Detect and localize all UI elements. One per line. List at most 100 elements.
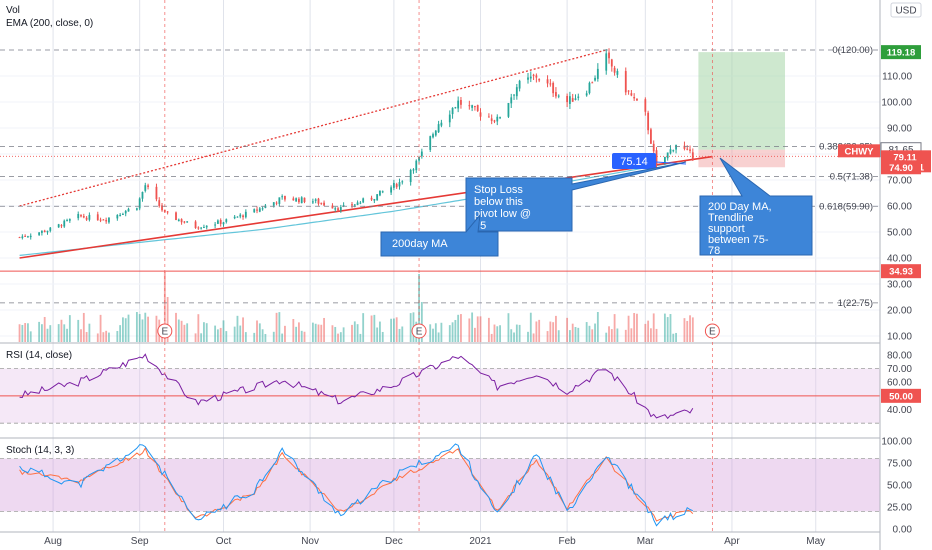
callout-stop-loss[interactable]: Stop Loss below this pivot low @ 75 (465, 161, 687, 232)
callout-ma200-text: 200day MA (392, 238, 448, 250)
candle-body (468, 105, 471, 107)
candle-body (401, 181, 404, 183)
volume-bar (108, 332, 110, 342)
candle-body (68, 219, 71, 221)
volume-bar (440, 322, 443, 342)
volume-bar (650, 328, 652, 342)
candle-body (124, 210, 127, 214)
candle-body (292, 198, 295, 201)
candle-body (102, 219, 105, 221)
volume-bar (138, 314, 141, 342)
volume-bar (242, 317, 244, 342)
earnings-marker-circle (411, 323, 427, 339)
candle-body (538, 79, 541, 81)
candle-body (127, 208, 130, 212)
callout-text-7514: 75.14 (620, 156, 648, 168)
price-tags: 119.1881.65CHWY79.1104:50:4174.9034.9350… (838, 45, 931, 403)
candle-body (390, 187, 393, 193)
candle-body (353, 204, 356, 206)
legend-rsi[interactable]: RSI (14, close) (6, 350, 72, 361)
callout-trendline[interactable]: 200 Day MA, Trendline support between 75… (699, 157, 813, 257)
volume-bar (448, 325, 451, 342)
volume-bar (203, 322, 205, 342)
candle-body (331, 205, 334, 209)
earnings-marker-text: E (161, 327, 168, 338)
legend-stoch[interactable]: Stoch (14, 3, 3) (6, 445, 74, 456)
volume-bar (236, 315, 239, 342)
candle-body (412, 169, 415, 171)
volume-bar (616, 328, 619, 342)
candle-body (432, 134, 434, 138)
candle-body (493, 120, 496, 122)
rsi-axis-tick: 70.00 (887, 364, 912, 375)
candle-body (40, 230, 43, 233)
candle-body (88, 214, 91, 220)
volume-bar (429, 324, 432, 342)
candle-body (85, 217, 88, 220)
volume-bar (177, 319, 180, 342)
volume-bar (605, 332, 608, 342)
volume-bar (40, 324, 43, 342)
candle-body (585, 93, 588, 96)
volume-bar (194, 333, 197, 342)
callout-stop-loss-line-2: below this (474, 196, 523, 208)
currency-badge[interactable] (890, 2, 922, 18)
volume-bar (591, 329, 594, 342)
candle-body (650, 129, 652, 144)
time-axis[interactable]: Aug Sep Oct Nov Dec 2021 Feb Mar Apr May (44, 536, 825, 547)
volume-bar (460, 314, 462, 342)
stoch-k-line (19, 443, 693, 527)
callout-trendline-line-3: support (708, 223, 745, 235)
tag-119-text: 119.18 (887, 48, 916, 59)
candle-body (381, 191, 384, 193)
candle-body (574, 98, 577, 100)
candle-body (24, 235, 27, 237)
time-axis-tick: Aug (44, 536, 62, 547)
callout-ma200[interactable]: 200day MA (380, 213, 499, 257)
candle-body (591, 82, 594, 84)
candle-body (77, 214, 80, 219)
volume-bar (205, 323, 208, 342)
volume-bars (18, 272, 694, 342)
volume-bar (376, 327, 379, 342)
volume-bar (370, 315, 373, 342)
volume-bar (392, 318, 395, 342)
volume-bar (38, 321, 41, 342)
volume-bar (507, 313, 510, 342)
fib-level-label: 0.618(59.90) (819, 201, 873, 212)
callout-price-7514[interactable]: 75.14 (612, 153, 687, 169)
candle-body (21, 236, 24, 239)
candle-body (479, 112, 482, 117)
candle-body (43, 230, 46, 233)
legend-ema[interactable]: EMA (200, close, 0) (6, 18, 93, 29)
candle-body (261, 208, 264, 210)
earnings-marker-circle (704, 323, 720, 339)
volume-bar (66, 328, 68, 342)
volume-bar (102, 332, 105, 342)
tag-3493-text: 34.93 (889, 267, 913, 278)
callout-stop-loss-line-1: Stop Loss (474, 184, 523, 196)
candle-body (672, 150, 675, 152)
candle-body (323, 202, 325, 206)
volume-bar (515, 324, 518, 342)
legend-vol[interactable]: Vol (6, 5, 20, 16)
volume-bar (27, 323, 29, 342)
candle-body (116, 215, 119, 219)
candle-body (630, 93, 633, 96)
candle-body (317, 198, 320, 204)
candle-body (627, 90, 630, 92)
candle-body (437, 124, 440, 133)
volume-bar (219, 327, 222, 342)
candle-body (186, 221, 189, 223)
volume-bar (85, 332, 88, 342)
candle-body (119, 214, 122, 217)
candle-body (689, 149, 691, 151)
candle-body (518, 80, 521, 89)
volume-bar (686, 320, 689, 342)
candle-body (379, 190, 381, 196)
volume-bar (119, 325, 122, 342)
candle-body (359, 202, 362, 204)
candle-body (200, 227, 203, 229)
volume-bar (292, 319, 295, 342)
